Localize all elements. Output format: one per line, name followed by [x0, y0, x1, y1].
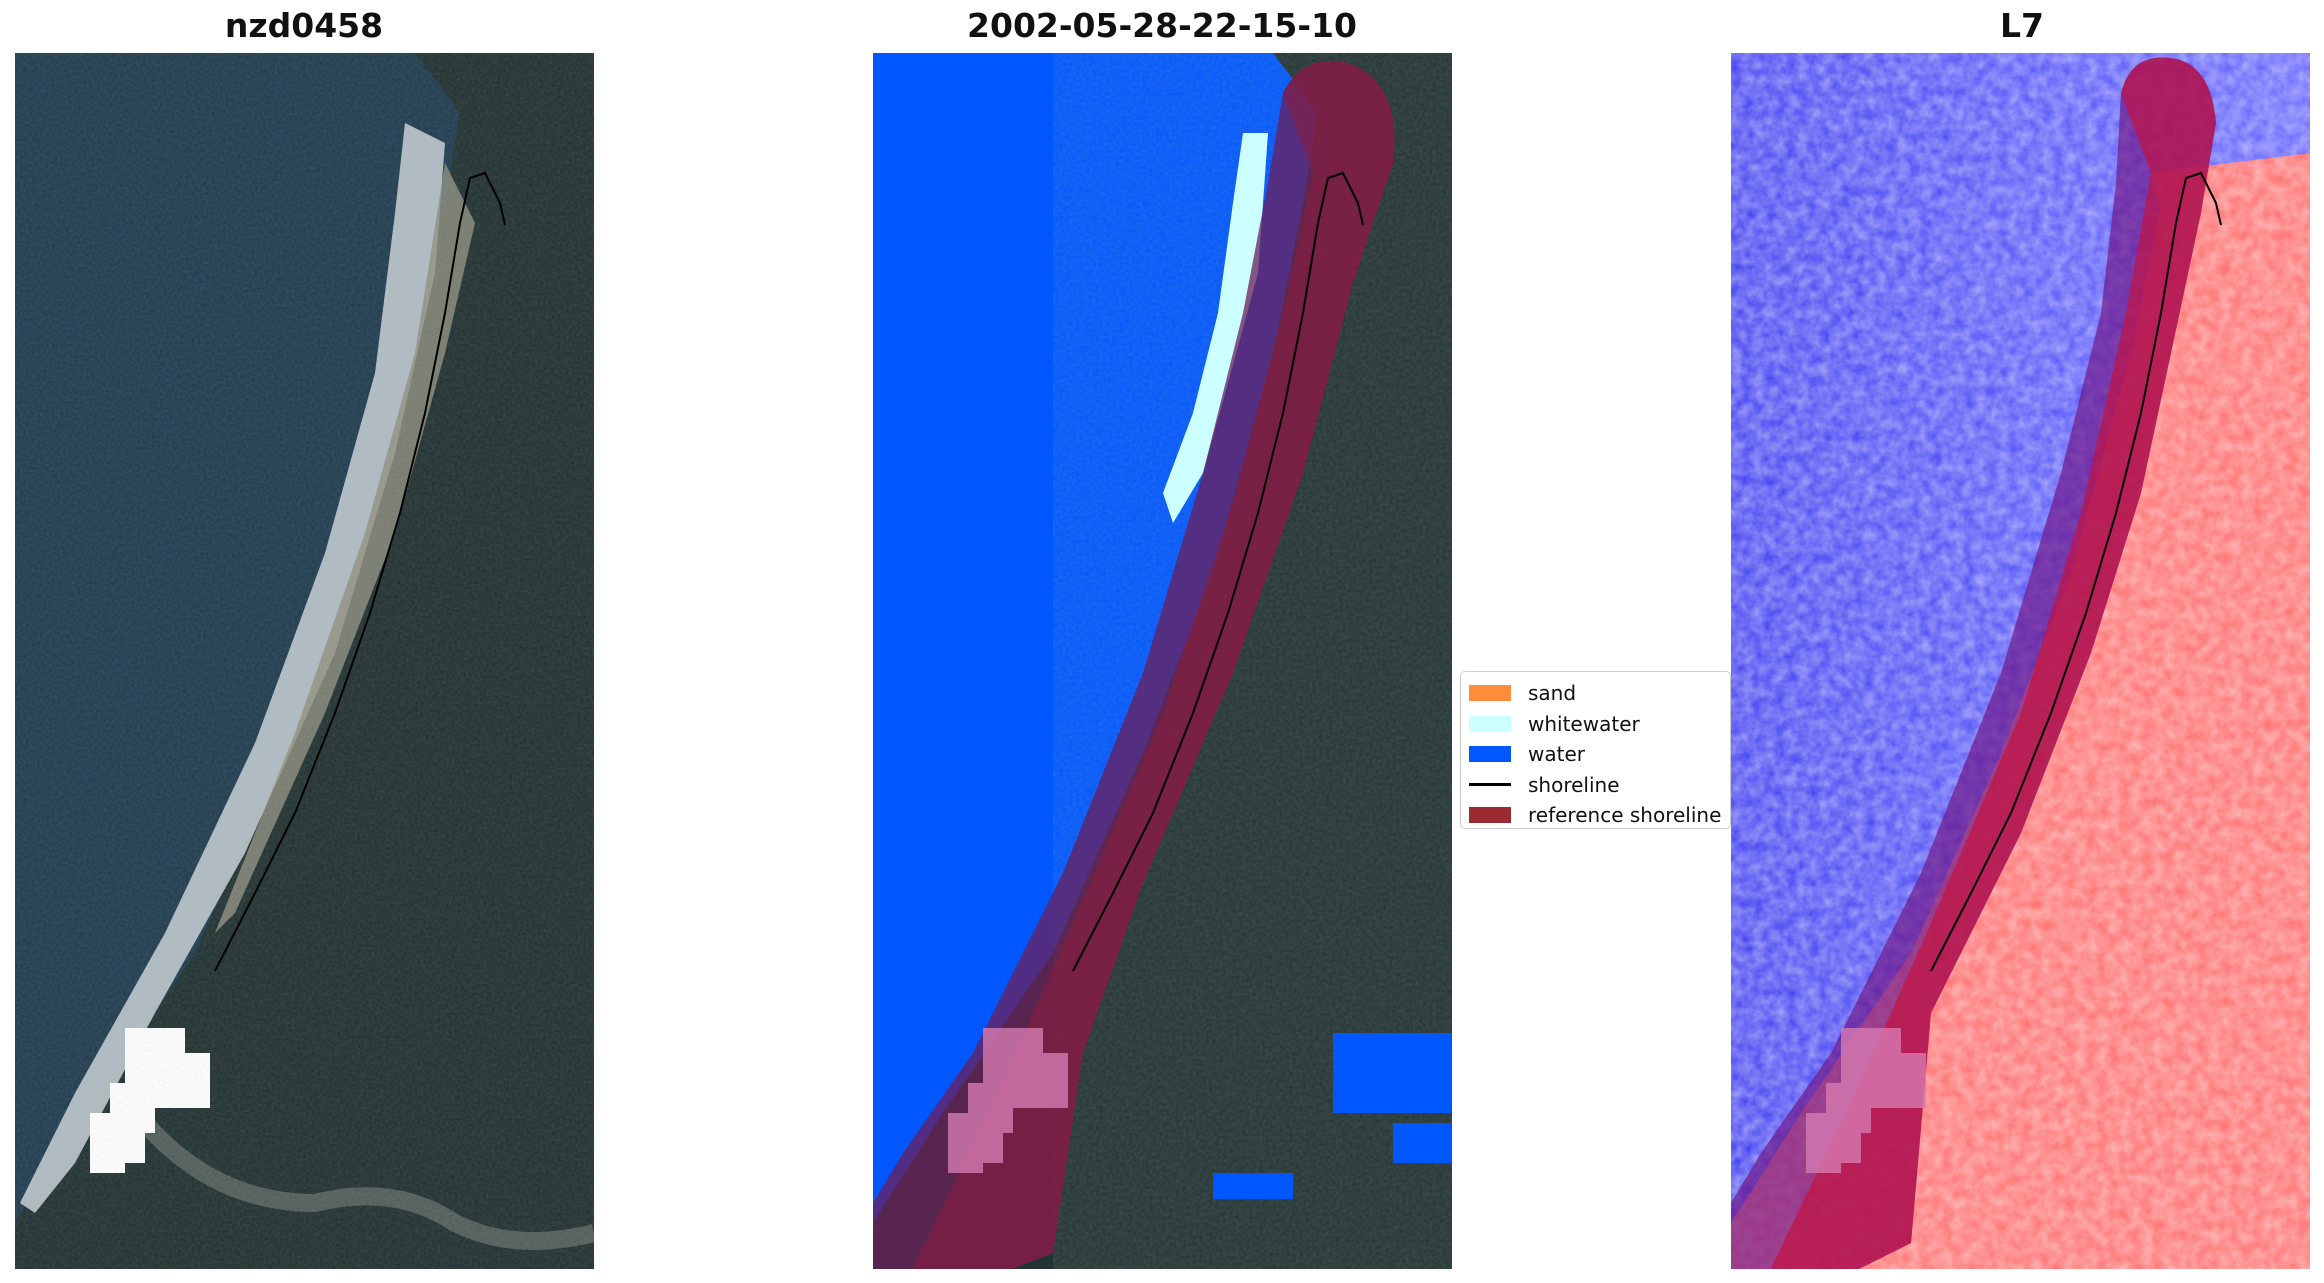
panel-title-classified: 2002-05-28-22-15-10 — [967, 6, 1357, 45]
rgb-image-panel — [15, 53, 594, 1269]
classified-image-panel — [873, 53, 1452, 1269]
panel-title-rgb: nzd0458 — [224, 6, 384, 45]
legend-label: sand — [1528, 681, 1577, 706]
inland-water-patch — [1213, 1173, 1293, 1199]
whitewater-class — [1163, 133, 1268, 523]
legend-item-water: water — [1469, 739, 1730, 770]
legend-label: shoreline — [1528, 772, 1620, 797]
reference-shoreline-buffer — [1731, 57, 2216, 1269]
shoreline-line — [1930, 171, 2222, 972]
legend-item-whitewater: whitewater — [1469, 709, 1730, 740]
shoreline-line — [214, 171, 506, 972]
legend-item-reference-shoreline: reference shoreline — [1469, 800, 1730, 831]
reference-shoreline-buffer — [873, 61, 1395, 1269]
legend: sand whitewater water shoreline referenc… — [1460, 671, 1731, 829]
image-texture — [15, 53, 594, 1269]
shoreline-line — [1072, 171, 1364, 972]
index-image-panel — [1731, 53, 2310, 1269]
rgb-image — [15, 53, 594, 1269]
legend-item-shoreline: shoreline — [1469, 770, 1730, 801]
legend-swatch-sand — [1469, 685, 1511, 702]
legend-swatch-whitewater — [1469, 715, 1511, 732]
legend-label: whitewater — [1528, 711, 1640, 736]
legend-swatch-reference-shoreline — [1469, 807, 1511, 824]
cloud-mask — [948, 1028, 1068, 1173]
legend-swatch-water — [1469, 746, 1511, 763]
inland-water-patch — [1333, 1033, 1452, 1113]
legend-item-sand: sand — [1469, 678, 1730, 709]
cloud-mask — [1806, 1028, 1926, 1173]
panel-title-index: L7 — [2000, 6, 2044, 45]
legend-swatch-shoreline — [1469, 783, 1511, 787]
legend-label: reference shoreline — [1528, 803, 1722, 828]
inland-water-patch — [1393, 1123, 1452, 1163]
classified-image — [873, 53, 1452, 1269]
reference-shoreline-core — [1771, 57, 2216, 1269]
index-image — [1731, 53, 2310, 1269]
reference-shoreline-core — [913, 61, 1395, 1269]
legend-label: water — [1528, 742, 1585, 767]
